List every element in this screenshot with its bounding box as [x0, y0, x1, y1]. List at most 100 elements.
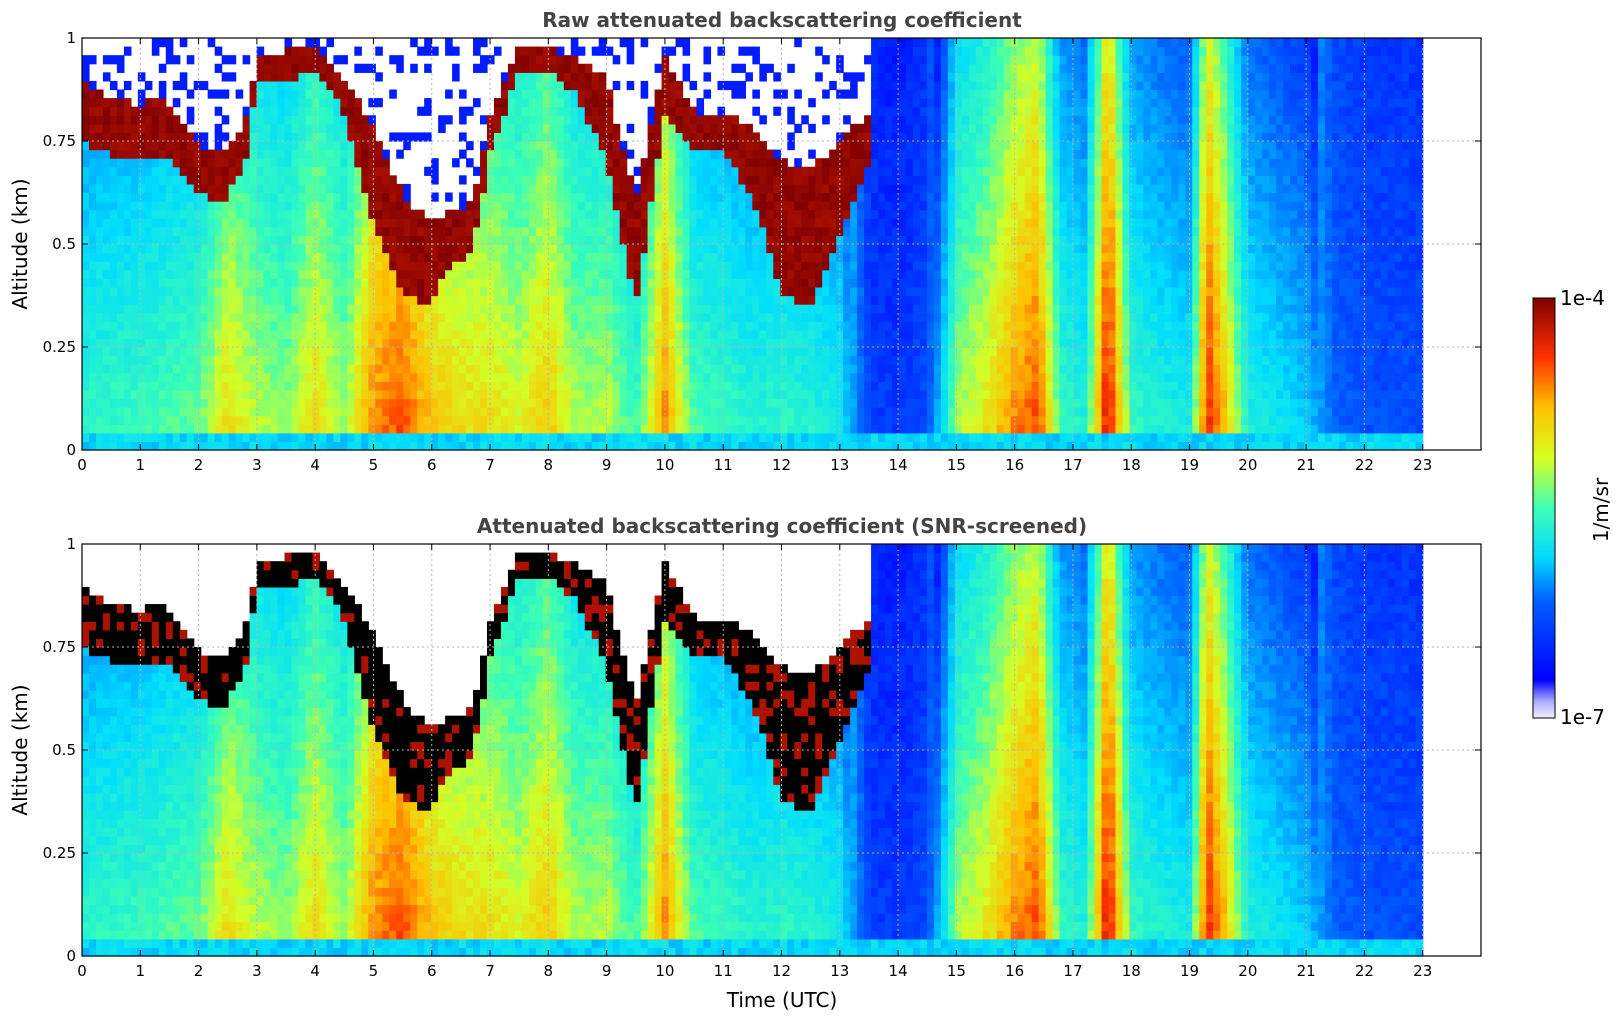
heatmap-cell: [361, 132, 369, 142]
heatmap-cell: [500, 329, 509, 340]
heatmap-cell: [270, 304, 279, 314]
heatmap-cell: [137, 286, 146, 297]
heatmap-cell: [221, 312, 230, 322]
heatmap-cell: [850, 389, 858, 400]
heatmap-cell: [647, 235, 656, 245]
heatmap-cell: [249, 252, 258, 262]
heatmap-cell: [249, 115, 258, 125]
heatmap-cell: [717, 286, 726, 297]
heatmap-cell: [773, 166, 781, 176]
heatmap-cell: [403, 132, 411, 142]
heatmap-cell: [109, 432, 118, 443]
heatmap-cell: [200, 261, 209, 271]
heatmap-cell: [521, 192, 530, 202]
heatmap-cell: [675, 141, 684, 151]
heatmap-cell: [731, 347, 739, 357]
heatmap-cell: [885, 46, 893, 56]
heatmap-cell: [577, 149, 586, 159]
heatmap-cell: [263, 72, 272, 82]
heatmap-cell: [214, 286, 223, 297]
heatmap-cell: [500, 149, 509, 159]
heatmap-cell: [389, 338, 397, 348]
heatmap-cell: [745, 132, 753, 142]
heatmap-cell: [487, 55, 495, 65]
heatmap-cell: [675, 209, 684, 219]
heatmap-cell: [626, 407, 635, 417]
heatmap-cell: [207, 149, 216, 159]
heatmap-cell: [836, 132, 844, 142]
heatmap-cell: [123, 407, 132, 417]
heatmap-cell: [221, 235, 230, 245]
heatmap-cell: [605, 286, 614, 297]
heatmap-cell: [878, 295, 886, 305]
heatmap-cell: [424, 278, 432, 288]
heatmap-cell: [542, 304, 551, 314]
heatmap-cell: [326, 141, 334, 151]
heatmap-cell: [745, 158, 753, 168]
heatmap-cell: [291, 244, 300, 254]
heatmap-cell: [165, 407, 174, 417]
heatmap-cell: [277, 201, 286, 211]
heatmap-cell: [151, 441, 160, 451]
heatmap-cell: [123, 261, 132, 271]
heatmap-cell: [745, 424, 753, 434]
heatmap-cell: [738, 338, 746, 348]
heatmap-cell: [319, 355, 327, 365]
heatmap-cell: [773, 389, 781, 400]
heatmap-cell: [389, 321, 397, 331]
heatmap-cell: [528, 226, 537, 237]
heatmap-cell: [403, 304, 411, 314]
heatmap-cell: [431, 244, 439, 254]
heatmap-cell: [291, 132, 300, 142]
heatmap-cell: [403, 389, 411, 400]
heatmap-cell: [270, 252, 279, 262]
heatmap-cell: [905, 407, 914, 417]
heatmap-cell: [144, 372, 153, 382]
heatmap-cell: [88, 372, 97, 382]
heatmap-cell: [284, 329, 293, 340]
heatmap-cell: [857, 252, 865, 262]
heatmap-cell: [249, 321, 258, 331]
heatmap-cell: [326, 166, 334, 176]
heatmap-cell: [507, 278, 516, 288]
heatmap-cell: [193, 329, 202, 340]
heatmap-cell: [577, 183, 586, 194]
heatmap-cell: [675, 347, 684, 357]
heatmap-cell: [270, 235, 279, 245]
heatmap-cell: [137, 132, 146, 142]
heatmap-cell: [354, 407, 362, 417]
heatmap-cell: [717, 252, 726, 262]
heatmap-cell: [221, 269, 230, 279]
heatmap-cell: [270, 209, 279, 219]
heatmap-cell: [885, 329, 893, 340]
heatmap-cell: [493, 389, 502, 400]
heatmap-cell: [885, 89, 893, 99]
heatmap-cell: [738, 398, 746, 408]
heatmap-cell: [780, 424, 788, 434]
heatmap-cell: [563, 235, 572, 245]
heatmap-cell: [528, 115, 537, 125]
heatmap-cell: [871, 261, 879, 271]
heatmap-cell: [382, 312, 390, 322]
heatmap-cell: [298, 364, 307, 374]
heatmap-cell: [857, 381, 865, 391]
heatmap-cell: [919, 415, 928, 425]
heatmap-cell: [885, 286, 893, 297]
heatmap-cell: [717, 261, 726, 271]
heatmap-cell: [878, 432, 886, 443]
heatmap-cell: [459, 175, 467, 185]
heatmap-cell: [445, 286, 453, 297]
heatmap-cell: [619, 261, 628, 271]
heatmap-cell: [249, 286, 258, 297]
heatmap-cell: [892, 115, 900, 125]
heatmap-cell: [612, 286, 621, 297]
heatmap-cell: [151, 209, 160, 219]
heatmap-cell: [878, 166, 886, 176]
heatmap-cell: [689, 432, 698, 443]
heatmap-cell: [717, 218, 726, 228]
heatmap-cell: [193, 295, 202, 305]
heatmap-cell: [738, 209, 746, 219]
heatmap-cell: [521, 98, 530, 108]
heatmap-cell: [619, 441, 628, 451]
heatmap-cell: [256, 46, 265, 56]
